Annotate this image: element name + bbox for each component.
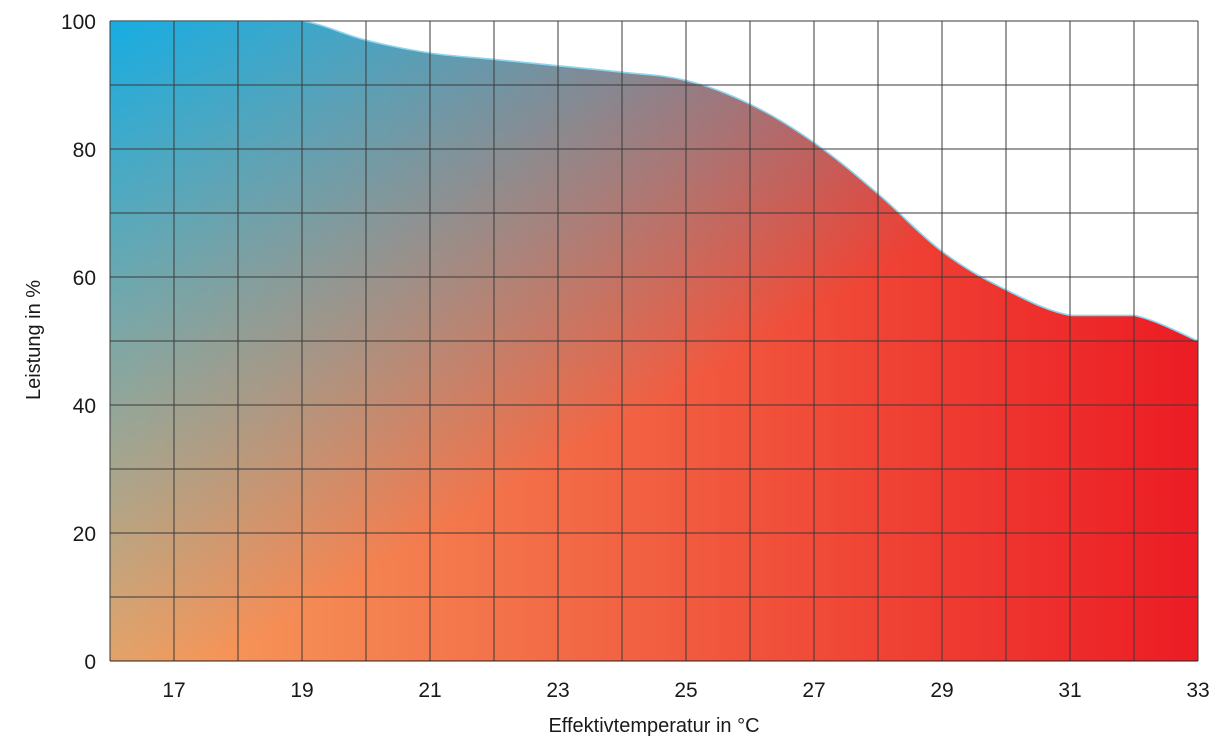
x-axis-ticks: 17 19 21 23 25 27 29 31 33 [162,679,1209,702]
y-tick-label: 60 [73,267,96,290]
y-tick-label: 40 [73,395,96,418]
x-tick-label: 33 [1186,679,1209,702]
y-tick-label: 0 [84,651,96,674]
y-tick-label: 100 [61,11,96,34]
x-tick-label: 23 [546,679,569,702]
x-tick-label: 21 [418,679,441,702]
y-tick-label: 20 [73,523,96,546]
y-axis-ticks: 0 20 40 60 80 100 [61,11,96,674]
x-tick-label: 25 [674,679,697,702]
x-tick-label: 31 [1058,679,1081,702]
y-tick-label: 80 [73,139,96,162]
x-tick-label: 29 [930,679,953,702]
x-axis-title: Effektivtemperatur in °C [548,715,759,737]
x-tick-label: 17 [162,679,185,702]
grid [109,20,1199,662]
y-axis-title: Leistung in % [23,280,45,400]
x-tick-label: 19 [290,679,313,702]
x-tick-label: 27 [802,679,825,702]
